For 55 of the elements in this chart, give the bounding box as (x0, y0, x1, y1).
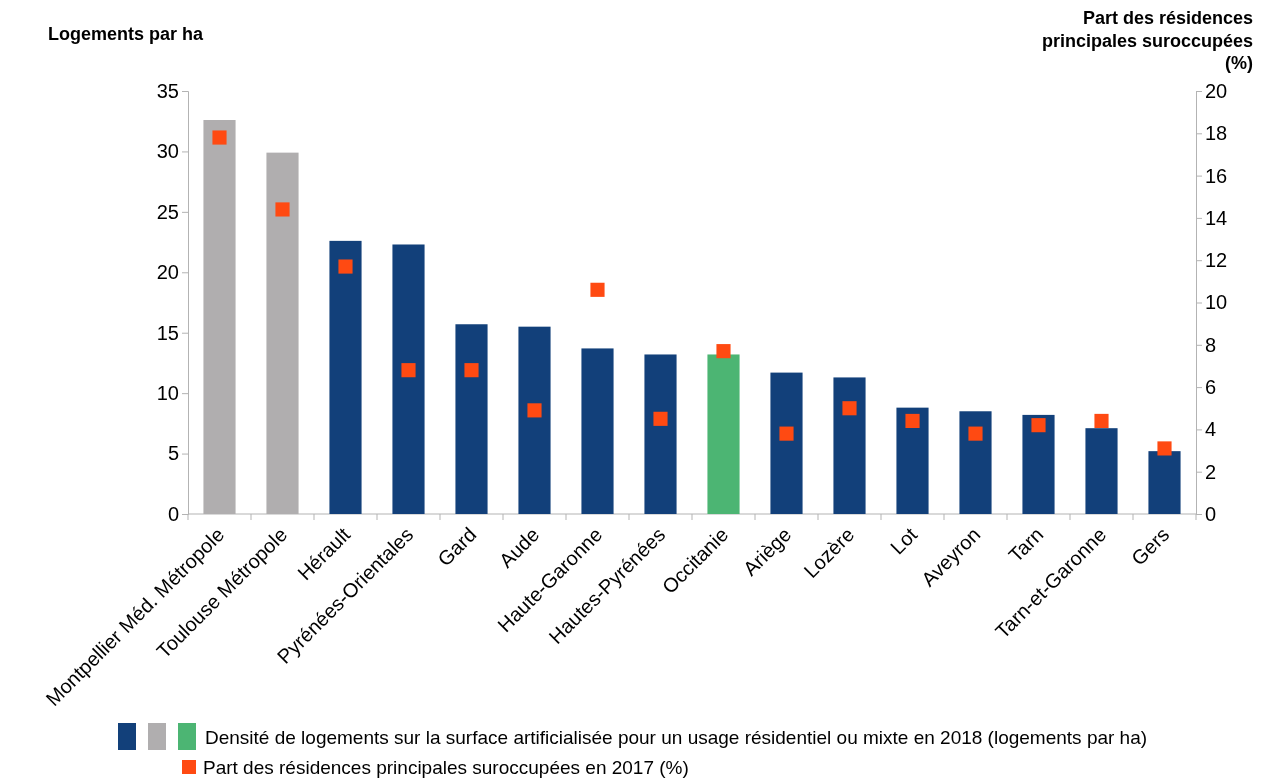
point (590, 282, 605, 297)
point (968, 426, 983, 441)
y2-tick-label: 12 (1205, 249, 1228, 272)
bar (644, 354, 677, 514)
point (401, 363, 416, 378)
y2-tick-label: 14 (1205, 206, 1228, 229)
y2-tick-label: 18 (1205, 122, 1228, 145)
bar (833, 377, 866, 514)
x-tick-label: Gers (1127, 523, 1174, 570)
bar (1022, 414, 1055, 514)
bar (896, 407, 929, 514)
legend-label: Part des résidences principales suroccupées en 2017 (%) (203, 757, 689, 778)
y2-tick-label: 8 (1205, 333, 1217, 356)
y2-tick-label: 6 (1205, 376, 1217, 398)
y-tick-label: 10 (156, 382, 179, 405)
y-tick-label: 0 (167, 502, 179, 525)
point (338, 259, 353, 274)
bar (581, 348, 614, 514)
y-tick-label: 25 (156, 200, 179, 223)
x-tick-label: Lot (886, 522, 922, 559)
point (527, 403, 542, 418)
point (275, 202, 290, 217)
y-tick-label: 30 (156, 140, 179, 163)
bar (1085, 428, 1118, 514)
bar (392, 244, 425, 514)
y-tick-label: 20 (156, 261, 179, 284)
point (653, 411, 668, 426)
y2-tick-label: 20 (1205, 79, 1228, 102)
y2-tick-label: 0 (1205, 502, 1217, 525)
point (779, 426, 794, 441)
point (1094, 413, 1109, 429)
y2-tick-label: 2 (1205, 460, 1217, 483)
point (716, 344, 731, 359)
bar (518, 326, 551, 514)
y2-axis-title: Part des résidences principales suroccupées (%) (1041, 8, 1253, 73)
legend-label: Densité de logements sur la surface artificialisée pour un usage résidentiel ou mixte en 2018 (logements par ha) (205, 727, 1148, 748)
point (842, 401, 857, 416)
y-tick-label: 35 (156, 79, 179, 102)
bar (959, 411, 992, 514)
point (905, 413, 920, 429)
y-tick-label: 5 (167, 442, 179, 465)
y-axis-title: Logements par ha (48, 24, 205, 44)
bar (329, 240, 362, 514)
y2-tick-label: 10 (1205, 291, 1228, 314)
y-tick-label: 15 (156, 321, 179, 344)
bar (707, 354, 740, 514)
bar (455, 324, 488, 514)
point (1157, 441, 1172, 456)
y2-tick-label: 16 (1205, 164, 1228, 187)
point (464, 363, 479, 378)
bar (770, 372, 803, 514)
point (212, 130, 227, 145)
bar (1148, 451, 1181, 514)
y2-tick-label: 4 (1205, 418, 1217, 441)
point (1031, 418, 1046, 433)
